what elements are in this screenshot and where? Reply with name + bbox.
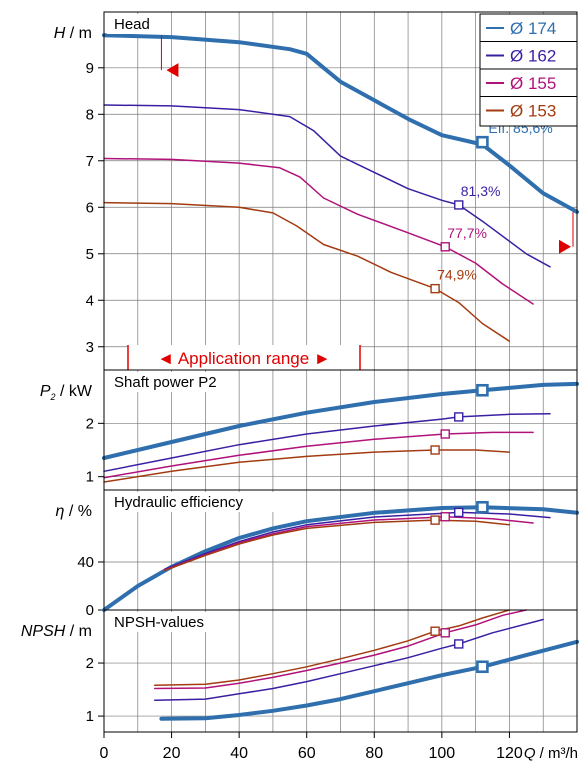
operating-point-marker xyxy=(476,660,489,674)
y-tick-label: 1 xyxy=(86,708,94,725)
y-axis-label: η / % xyxy=(56,503,92,520)
series-line xyxy=(103,412,551,473)
panel-frame xyxy=(103,609,578,733)
x-tick-label: 40 xyxy=(230,745,248,762)
series-line xyxy=(164,519,511,572)
x-tick-label: 20 xyxy=(163,745,181,762)
operating-point-marker xyxy=(454,639,464,649)
y-tick-label: 1 xyxy=(86,469,94,486)
panel-title: Head xyxy=(114,16,150,33)
y-tick-label: 2 xyxy=(86,655,94,672)
series-line xyxy=(103,431,534,479)
y-axis-label: H / m xyxy=(54,25,92,42)
operating-point-marker xyxy=(454,507,464,518)
operating-point-marker xyxy=(440,628,450,638)
y-tick-label: 5 xyxy=(86,246,94,263)
operating-point-marker xyxy=(454,412,464,422)
efficiency-label: 81,3% xyxy=(461,183,501,199)
series-line xyxy=(103,104,551,268)
efficiency-label: 77,7% xyxy=(447,225,487,241)
y-tick-label: 6 xyxy=(86,199,94,216)
legend-entry-label: Ø 155 xyxy=(510,74,556,93)
y-tick-label: 40 xyxy=(77,554,94,571)
operating-point-marker xyxy=(476,500,489,514)
panel-title: NPSH-values xyxy=(114,614,204,631)
panel-title-bg xyxy=(107,612,208,632)
y-tick-label: 3 xyxy=(86,339,94,356)
series-line xyxy=(102,33,579,214)
range-start-arrow-icon xyxy=(166,63,179,78)
x-tick-label: 120 xyxy=(496,745,523,762)
operating-point-marker xyxy=(430,515,440,525)
x-tick-label: 80 xyxy=(365,745,383,762)
panel-npsh: 1 2 NPSH-values NPSH / m xyxy=(21,609,579,733)
efficiency-label: 74,9% xyxy=(437,267,477,283)
legend-entry-label: Ø 162 xyxy=(510,47,556,66)
operating-point-marker xyxy=(430,626,440,636)
y-tick-label: 4 xyxy=(86,292,94,309)
x-tick-label: 0 xyxy=(100,745,109,762)
series-line xyxy=(102,505,579,612)
x-axis-label: Q / m³/h xyxy=(524,745,578,762)
legend-entry-label: Ø 174 xyxy=(510,19,556,38)
series-line xyxy=(102,381,579,460)
series-line xyxy=(103,157,534,305)
operating-point-marker xyxy=(440,429,450,439)
application-range-label: ◄ Application range ► xyxy=(157,349,331,368)
y-tick-label: 0 xyxy=(86,602,94,619)
operating-point-marker xyxy=(430,283,440,294)
series-line xyxy=(153,609,511,687)
application-range-box xyxy=(128,345,360,370)
y-axis-label: NPSH / m xyxy=(21,623,92,640)
panel-title: Hydraulic efficiency xyxy=(114,494,243,511)
operating-point-marker xyxy=(440,242,450,252)
panel-title-bg xyxy=(107,492,281,512)
y-axis-label: P2 / kW xyxy=(40,383,93,402)
x-tick-label: 100 xyxy=(429,745,456,762)
operating-point-marker xyxy=(454,200,464,210)
legend-box xyxy=(479,13,578,127)
panel-eff: 0 40 Hydraulic efficiency η / % xyxy=(56,489,579,619)
panel-title: Shaft power P2 xyxy=(114,374,217,391)
series-line xyxy=(164,516,534,571)
series-line xyxy=(159,639,579,721)
panel-power: 1 2 Shaft power P2 P2 / kW xyxy=(40,369,579,491)
series-line xyxy=(153,609,528,690)
series-line xyxy=(103,449,511,483)
operating-point-marker xyxy=(476,135,489,149)
y-tick-label: 2 xyxy=(86,415,94,432)
series-line xyxy=(103,201,511,342)
operating-point-marker xyxy=(476,383,489,397)
series-line xyxy=(153,618,544,701)
operating-point-marker xyxy=(430,445,440,455)
range-end-arrow-icon xyxy=(559,239,571,254)
panel-title-bg xyxy=(107,14,150,34)
operating-point-marker xyxy=(440,512,450,522)
y-tick-label: 8 xyxy=(86,106,94,123)
x-tick-label: 60 xyxy=(298,745,316,762)
y-tick-label: 9 xyxy=(86,60,94,77)
legend-entry-label: Ø 153 xyxy=(510,102,556,121)
y-tick-label: 7 xyxy=(86,153,94,170)
panel-title-bg xyxy=(107,372,232,392)
